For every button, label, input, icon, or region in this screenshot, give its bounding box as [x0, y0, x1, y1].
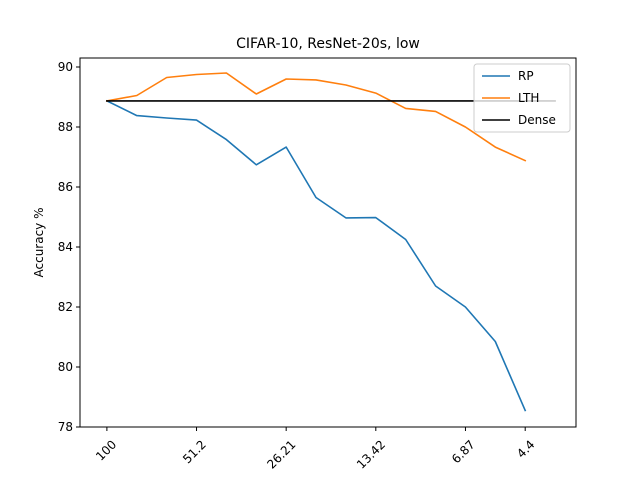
y-axis: 78 80 82 84 86 88 90	[58, 60, 80, 434]
y-tick-label: 86	[58, 180, 73, 194]
x-tick-label: 26.21	[264, 437, 298, 471]
y-tick-label: 88	[58, 120, 73, 134]
series-line-rp	[107, 101, 525, 411]
y-tick-label: 90	[58, 60, 73, 74]
x-tick-label: 51.2	[180, 437, 209, 466]
series-line-lth	[107, 73, 525, 161]
x-tick-label: 4.4	[514, 437, 537, 460]
y-tick-label: 84	[58, 240, 73, 254]
legend-label-lth: LTH	[518, 91, 539, 105]
chart-title: CIFAR-10, ResNet-20s, low	[236, 36, 420, 52]
y-tick-label: 82	[58, 300, 73, 314]
x-tick-label: 6.87	[449, 437, 478, 466]
x-tick-label: 13.42	[354, 437, 388, 471]
x-axis: 100 51.2 26.21 13.42 6.87 4.4	[93, 427, 537, 472]
y-tick-label: 78	[58, 420, 73, 434]
y-axis-label: Accuracy %	[32, 207, 46, 277]
x-tick-label: 100	[93, 437, 119, 463]
legend: RP LTH Dense	[474, 64, 570, 132]
legend-label-rp: RP	[518, 69, 534, 83]
y-tick-label: 80	[58, 360, 73, 374]
legend-label-dense: Dense	[518, 113, 556, 127]
